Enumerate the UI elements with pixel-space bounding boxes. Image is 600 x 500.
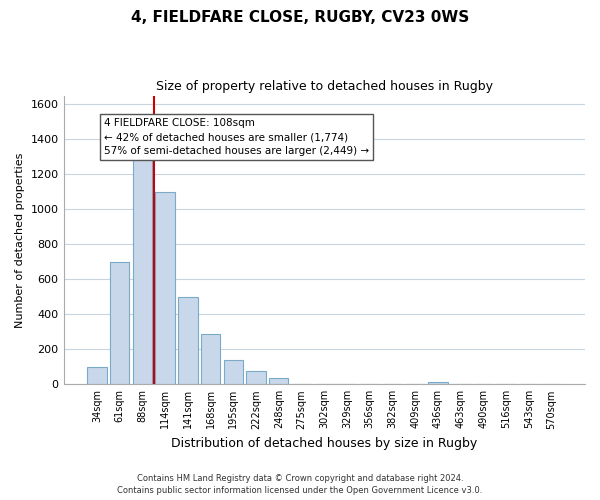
X-axis label: Distribution of detached houses by size in Rugby: Distribution of detached houses by size …: [171, 437, 478, 450]
Y-axis label: Number of detached properties: Number of detached properties: [15, 152, 25, 328]
Bar: [201, 334, 220, 384]
Bar: [155, 192, 175, 384]
Bar: [178, 297, 197, 384]
Text: 4 FIELDFARE CLOSE: 108sqm
← 42% of detached houses are smaller (1,774)
57% of se: 4 FIELDFARE CLOSE: 108sqm ← 42% of detac…: [104, 118, 369, 156]
Bar: [87, 367, 107, 384]
Bar: [269, 378, 289, 384]
Bar: [428, 382, 448, 384]
Title: Size of property relative to detached houses in Rugby: Size of property relative to detached ho…: [156, 80, 493, 93]
Bar: [110, 262, 130, 384]
Bar: [133, 150, 152, 384]
Text: Contains HM Land Registry data © Crown copyright and database right 2024.
Contai: Contains HM Land Registry data © Crown c…: [118, 474, 482, 495]
Bar: [247, 371, 266, 384]
Bar: [224, 360, 243, 384]
Text: 4, FIELDFARE CLOSE, RUGBY, CV23 0WS: 4, FIELDFARE CLOSE, RUGBY, CV23 0WS: [131, 10, 469, 25]
